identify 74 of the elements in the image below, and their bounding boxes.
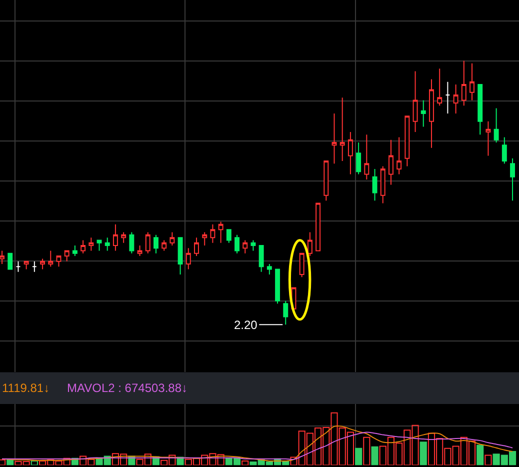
candlestick [40, 258, 46, 270]
bar [30, 460, 38, 466]
candlestick [420, 100, 426, 128]
candlestick [486, 120, 491, 156]
candlestick [32, 260, 37, 272]
candlestick [356, 142, 362, 175]
text: MAVOL2 : 674503.88↓ [67, 381, 188, 395]
candlestick [364, 134, 370, 180]
candlestick [324, 160, 329, 202]
candlestick [137, 244, 142, 257]
candlestick [275, 268, 280, 304]
candlestick [316, 202, 321, 252]
candlestick [234, 234, 240, 254]
candlestick [332, 113, 337, 164]
candlestick [96, 240, 102, 252]
candlestick [266, 263, 272, 276]
candlestick [470, 62, 474, 101]
candlestick [453, 84, 458, 114]
candlestick [437, 68, 442, 106]
candlestick [502, 136, 507, 164]
candlestick [202, 232, 208, 246]
bar [0, 459, 6, 466]
candlestick [372, 168, 378, 202]
candlestick [210, 224, 216, 244]
candlestick [186, 248, 191, 270]
annotation: 2.20 [234, 318, 258, 332]
bar [355, 448, 362, 466]
candlestick [226, 229, 232, 244]
candlestick [380, 166, 386, 204]
candlestick [388, 139, 394, 186]
candlestick [250, 240, 256, 252]
bar [371, 446, 378, 466]
candlestick [129, 232, 134, 254]
candlestick [429, 78, 434, 148]
bar [484, 454, 492, 466]
candlestick [16, 260, 21, 272]
candlestick [412, 70, 418, 132]
bar [363, 436, 370, 466]
candlestick [154, 234, 158, 254]
candlestick [445, 81, 450, 114]
candlestick [104, 237, 110, 252]
candlestick [121, 232, 126, 244]
candlestick [170, 232, 175, 246]
candlestick [404, 116, 410, 167]
candlestick [145, 232, 150, 254]
candlestick [56, 256, 62, 268]
candlestick [299, 252, 304, 278]
candlestick [8, 252, 13, 270]
candlestick [162, 240, 167, 252]
candlestick [24, 260, 29, 270]
candlestick [258, 244, 264, 272]
bar [242, 460, 249, 466]
candlestick [218, 221, 224, 244]
candlestick [340, 97, 345, 162]
candlestick [396, 136, 402, 175]
candlestick [307, 232, 312, 257]
candlestick [283, 300, 288, 326]
bar [476, 444, 484, 466]
candlestick [80, 240, 86, 254]
candlestick [494, 108, 499, 144]
candlestick [72, 244, 78, 257]
candlestick [112, 224, 118, 252]
candlestick [348, 131, 353, 175]
candlestick [510, 158, 515, 202]
candlestick [178, 237, 183, 276]
candlestick [242, 240, 248, 254]
bar [420, 442, 427, 466]
candlestick [64, 250, 70, 262]
candlestick [48, 250, 54, 268]
text: 1119.81↓ [2, 381, 50, 395]
candlestick [194, 237, 199, 257]
candlestick [461, 60, 466, 106]
candlestick [478, 84, 483, 136]
candlestick [88, 237, 94, 252]
